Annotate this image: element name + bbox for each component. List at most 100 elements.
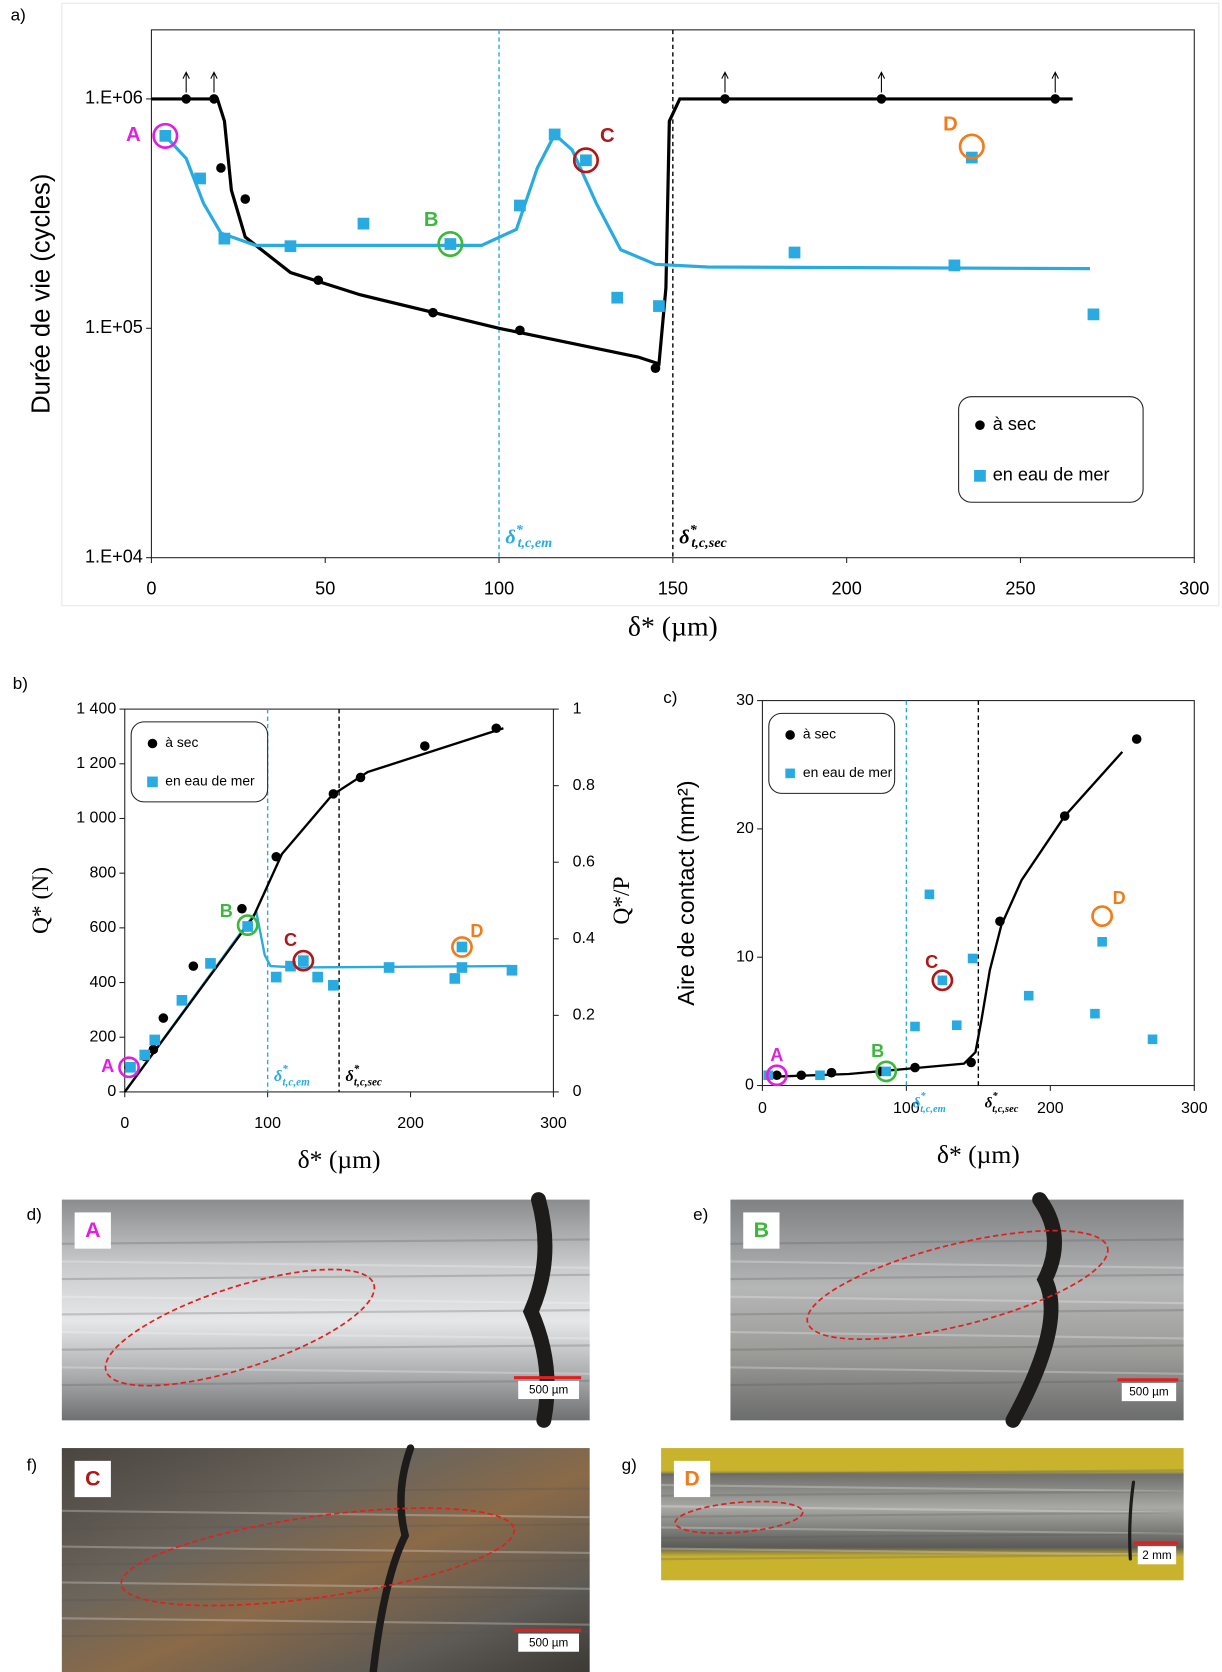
chart: b) 0 200 400 600 800 1 000 1 200 1 400 0 0.2 0.4 0.6…	[13, 674, 635, 1174]
surface-streak	[730, 1295, 1184, 1305]
data-point	[205, 958, 216, 969]
highlight-ring	[292, 949, 315, 972]
trend-curve	[123, 727, 504, 1093]
y-tick-label: 1.E+04	[85, 546, 143, 566]
runout-arrow	[721, 71, 729, 93]
x-tick-label: 300	[1181, 1100, 1208, 1117]
x-tick-label: 0	[120, 1115, 129, 1132]
legend-box	[130, 721, 269, 803]
photo	[61, 1448, 590, 1672]
surface-streak	[61, 1630, 590, 1638]
runout-arrow	[210, 71, 218, 93]
surface-streak	[661, 1553, 1184, 1561]
highlight-ring	[437, 230, 464, 258]
y-tick-label: 0	[745, 1077, 754, 1094]
y-tick-label: 0	[107, 1083, 116, 1100]
data-point	[270, 971, 282, 983]
x-axis-title: δ* (µm)	[298, 1145, 381, 1174]
data-point	[514, 199, 526, 212]
label-box	[74, 1460, 111, 1498]
y-axis-title: Q* (N)	[28, 867, 54, 934]
x-tick-label: 100	[893, 1100, 920, 1117]
data-point	[881, 1066, 892, 1077]
y-tick-label: 1 400	[76, 700, 116, 717]
photo-letter: C	[85, 1467, 100, 1491]
y-tick-label: 20	[736, 820, 754, 837]
threshold-label: δ* t,c,em	[913, 1092, 946, 1116]
data-point	[444, 238, 457, 250]
surface-streak	[661, 1505, 1184, 1514]
y-tick-label: 1 000	[76, 810, 116, 827]
data-point	[242, 921, 253, 932]
data-point	[176, 994, 188, 1006]
data-point	[456, 941, 468, 953]
point-label: A	[101, 1056, 114, 1076]
label-box	[74, 1212, 111, 1249]
threshold-label: δ* t,c,sec	[985, 1092, 1019, 1116]
data-point	[216, 163, 226, 173]
highlight-ring	[451, 936, 473, 958]
point-label: B	[424, 209, 439, 231]
data-point	[910, 1021, 920, 1032]
surface-streak	[61, 1344, 590, 1351]
surface-streak	[61, 1509, 590, 1519]
data-point	[420, 741, 430, 751]
wear-zone	[120, 1507, 516, 1607]
subscript: t,c,em	[282, 1076, 310, 1088]
data-point	[937, 975, 948, 986]
data-point	[491, 723, 502, 734]
data-point	[924, 889, 935, 900]
scale-box	[1121, 1383, 1177, 1402]
data-point	[650, 363, 661, 373]
subscript: t,c,em	[518, 535, 553, 551]
data-point	[181, 94, 191, 104]
threshold-label: δ* t,c,em	[505, 522, 552, 551]
data-point	[815, 1070, 825, 1081]
surface-streak	[730, 1344, 1184, 1351]
y-axis-title: Aire de contact (mm²)	[673, 780, 699, 1005]
surface-streak	[61, 1309, 590, 1316]
panel-label: e)	[693, 1205, 708, 1224]
superscript: *	[920, 1092, 926, 1103]
label-box	[673, 1460, 711, 1498]
highlight-ring	[958, 133, 985, 160]
y2-tick-label: 0.8	[573, 777, 595, 794]
surface-streak	[661, 1547, 1184, 1557]
subscript: t,c,sec	[992, 1104, 1018, 1115]
surface-streak	[661, 1490, 1184, 1497]
legend-marker	[975, 420, 985, 430]
point-label: A	[770, 1045, 783, 1065]
highlight-ring	[572, 147, 600, 174]
x-tick-label: 150	[658, 578, 688, 598]
data-point	[194, 172, 206, 185]
data-point	[826, 1067, 837, 1078]
data-point	[515, 325, 525, 336]
data-point	[1131, 734, 1142, 744]
subscript: t,c,em	[920, 1104, 946, 1115]
symbol: δ	[679, 526, 689, 548]
x-tick-label: 250	[1005, 578, 1035, 598]
legend-marker	[785, 768, 795, 779]
data-point	[237, 903, 247, 914]
label-box	[743, 1212, 780, 1249]
chart: a)1.E+041.E+051.E+060 50 100 150 200 250 300δ*…	[11, 2, 1220, 641]
surface-streak	[61, 1545, 590, 1555]
threshold-label: δ* t,c,sec	[345, 1063, 381, 1088]
highlight-ring	[875, 1060, 898, 1083]
scale-label: 500 µm	[1129, 1386, 1168, 1399]
panel-label: g)	[622, 1456, 637, 1475]
photo-panel: f) C 500 µm	[27, 1444, 590, 1672]
chart-frame	[61, 2, 1220, 607]
x-tick-label: 200	[1037, 1100, 1064, 1117]
x-tick-label: 100	[484, 578, 514, 598]
data-point	[139, 1049, 151, 1061]
surface-streak	[661, 1484, 1184, 1493]
subscript: t,c,sec	[354, 1076, 382, 1088]
panel-label: d)	[27, 1205, 42, 1224]
symbol: δ	[913, 1096, 921, 1112]
data-point	[355, 772, 366, 783]
highlight-ring	[931, 969, 954, 992]
photo-letter: D	[684, 1467, 699, 1491]
legend-marker	[974, 469, 986, 482]
x-tick-label: 50	[315, 578, 335, 598]
